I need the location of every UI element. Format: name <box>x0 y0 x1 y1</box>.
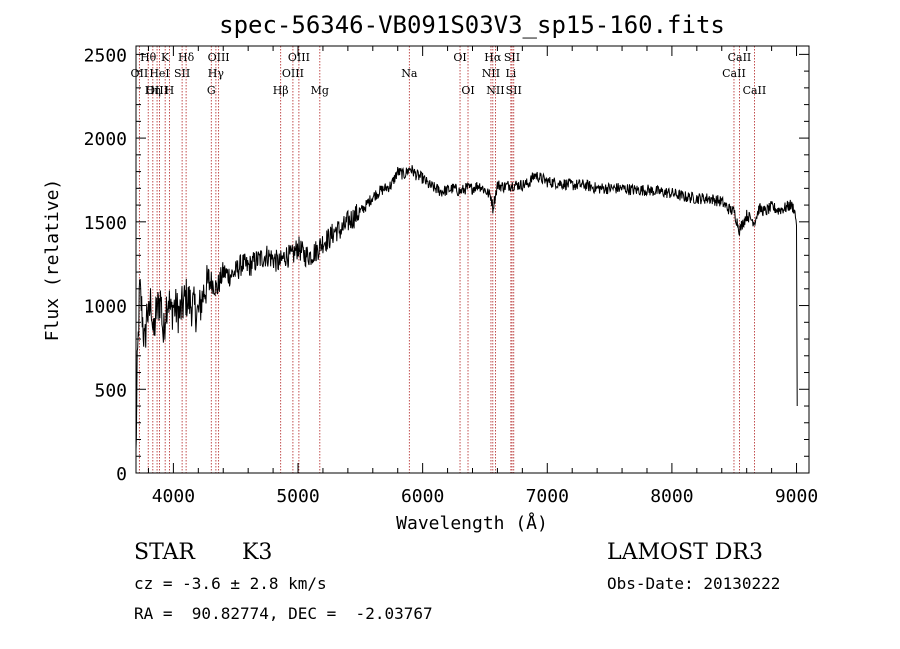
x-axis-label: Wavelength (Å) <box>396 512 548 534</box>
redshift-velocity: cz = -3.6 ± 2.8 km/s <box>134 574 327 593</box>
y-tick-label-2: 1000 <box>84 297 127 318</box>
line-label-20: NII <box>482 67 500 80</box>
line-label-23: Li <box>505 67 516 80</box>
x-tick-label-4: 8000 <box>650 486 693 507</box>
line-label-12: Hβ <box>273 84 289 97</box>
line-label-25: CaII <box>728 51 752 64</box>
line-label-24: SII <box>506 84 522 97</box>
y-tick-label-4: 2000 <box>84 129 127 150</box>
line-label-9: OIII <box>208 51 230 64</box>
spectral-line-markers <box>138 46 755 473</box>
line-label-5: Hη <box>145 84 161 97</box>
line-label-17: OI <box>453 51 466 64</box>
line-label-18: OI <box>461 84 474 97</box>
survey-name: LAMOST DR3 <box>607 540 763 565</box>
observation-date: Obs-Date: 20130222 <box>607 574 781 593</box>
chart-title: spec-56346-VB091S03V3_sp15-160.fits <box>219 11 725 39</box>
line-label-13: OIII <box>288 51 310 64</box>
x-tick-label-5: 9000 <box>775 486 818 507</box>
spectrum-line <box>135 165 798 450</box>
line-label-7: SII <box>174 67 190 80</box>
x-axis-ticks: 4000 5000 6000 7000 8000 9000 <box>147 46 818 507</box>
line-label-8: H <box>165 84 175 97</box>
plot-frame <box>135 45 810 474</box>
x-tick-label-1: 5000 <box>276 486 319 507</box>
line-label-27: CaII <box>743 84 767 97</box>
line-label-19: Hα <box>484 51 502 64</box>
line-label-22: SII <box>504 51 520 64</box>
y-tick-label-5: 2500 <box>84 45 127 66</box>
y-tick-label-3: 1500 <box>84 213 127 234</box>
line-label-1: OII <box>131 67 149 80</box>
line-label-3: K <box>161 51 170 64</box>
y-tick-label-0: 0 <box>116 464 127 485</box>
sky-coordinates: RA = 90.82774, DEC = -2.03767 <box>134 604 433 623</box>
line-label-16: Na <box>401 67 418 80</box>
line-label-11: G <box>207 84 216 97</box>
y-axis-ticks: 0 500 1000 1500 2000 2500 <box>84 45 809 485</box>
x-tick-label-0: 4000 <box>152 486 195 507</box>
line-label-0: Hθ <box>140 51 157 64</box>
line-label-15: Mg <box>311 84 329 97</box>
line-label-14: OIII <box>282 67 304 80</box>
line-label-10: Hγ <box>208 67 225 80</box>
object-subclass: K3 <box>242 540 273 565</box>
line-label-4: HeI <box>149 67 169 80</box>
line-label-2: OIII <box>146 84 168 97</box>
x-tick-label-3: 7000 <box>526 486 569 507</box>
object-class: STAR <box>134 540 195 565</box>
y-tick-label-1: 500 <box>94 380 127 401</box>
line-label-6: Hδ <box>178 51 195 64</box>
x-tick-label-2: 6000 <box>401 486 444 507</box>
line-label-26: CaII <box>722 67 746 80</box>
y-axis-label: Flux (relative) <box>42 179 63 342</box>
line-label-21: NII <box>486 84 504 97</box>
